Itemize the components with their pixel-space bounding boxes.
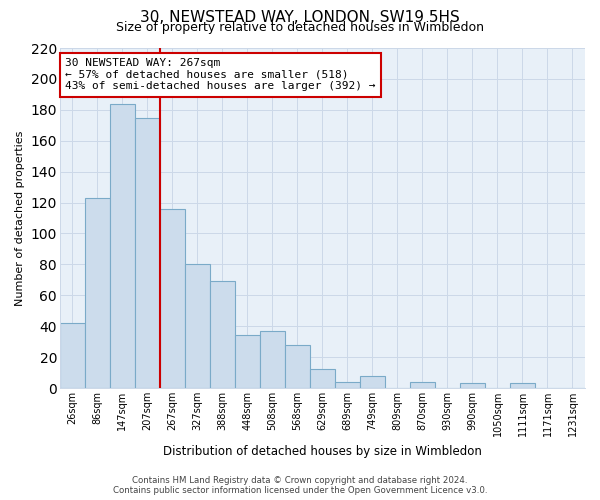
Y-axis label: Number of detached properties: Number of detached properties — [15, 130, 25, 306]
Bar — [210, 282, 235, 388]
Bar — [285, 344, 310, 388]
Bar — [260, 331, 285, 388]
Bar — [310, 370, 335, 388]
Bar — [335, 382, 360, 388]
Bar — [410, 382, 435, 388]
Bar — [185, 264, 210, 388]
Bar — [360, 376, 385, 388]
Text: Size of property relative to detached houses in Wimbledon: Size of property relative to detached ho… — [116, 21, 484, 34]
Bar — [510, 384, 535, 388]
Bar — [135, 118, 160, 388]
Text: 30 NEWSTEAD WAY: 267sqm
← 57% of detached houses are smaller (518)
43% of semi-d: 30 NEWSTEAD WAY: 267sqm ← 57% of detache… — [65, 58, 376, 92]
Text: Contains HM Land Registry data © Crown copyright and database right 2024.
Contai: Contains HM Land Registry data © Crown c… — [113, 476, 487, 495]
Bar — [160, 208, 185, 388]
Bar — [85, 198, 110, 388]
Bar — [60, 323, 85, 388]
Text: 30, NEWSTEAD WAY, LONDON, SW19 5HS: 30, NEWSTEAD WAY, LONDON, SW19 5HS — [140, 10, 460, 25]
Bar — [460, 384, 485, 388]
Bar — [110, 104, 135, 388]
Bar — [235, 336, 260, 388]
X-axis label: Distribution of detached houses by size in Wimbledon: Distribution of detached houses by size … — [163, 444, 482, 458]
